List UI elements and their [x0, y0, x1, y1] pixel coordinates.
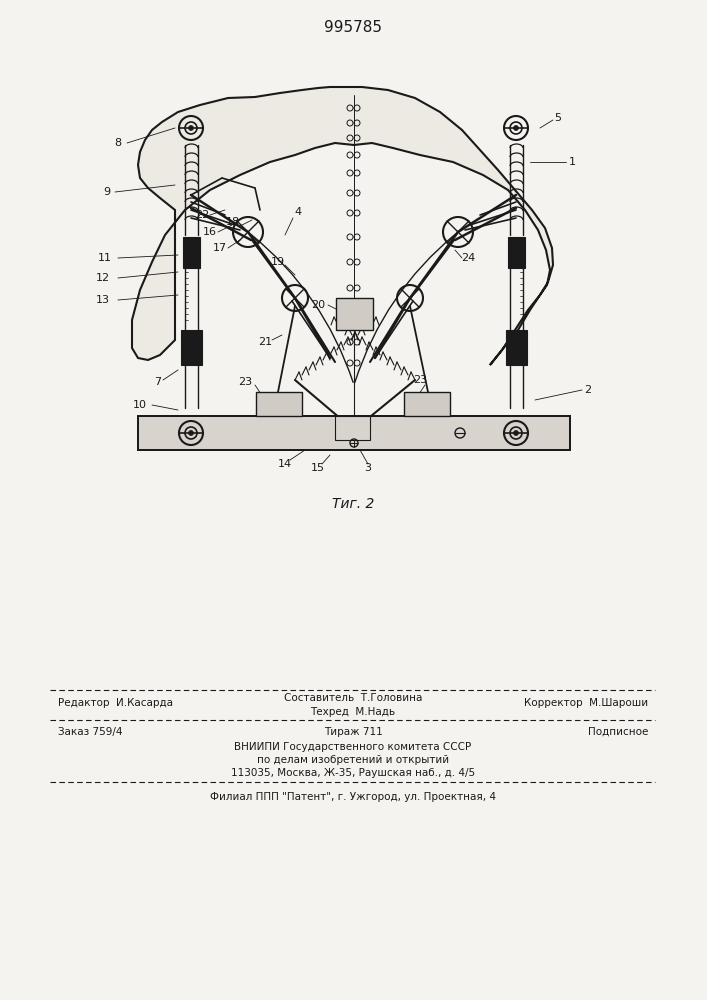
Text: 24: 24: [461, 253, 475, 263]
Polygon shape: [404, 392, 450, 416]
Text: Заказ 759/4: Заказ 759/4: [58, 727, 122, 737]
Polygon shape: [132, 87, 553, 365]
Text: по делам изобретений и открытий: по делам изобретений и открытий: [257, 755, 449, 765]
Text: 1: 1: [568, 157, 575, 167]
Polygon shape: [336, 298, 373, 330]
Text: 995785: 995785: [324, 20, 382, 35]
Text: 23: 23: [238, 377, 252, 387]
Text: 15: 15: [311, 463, 325, 473]
Text: Составитель  Т.Головина: Составитель Т.Головина: [284, 693, 422, 703]
Text: Техред  М.Надь: Техред М.Надь: [310, 707, 395, 717]
Text: Корректор  М.Шароши: Корректор М.Шароши: [524, 698, 648, 708]
Polygon shape: [506, 330, 527, 365]
Text: 4: 4: [294, 207, 302, 217]
Text: 113035, Москва, Ж-35, Раушская наб., д. 4/5: 113035, Москва, Ж-35, Раушская наб., д. …: [231, 768, 475, 778]
Text: 22: 22: [195, 210, 209, 220]
Text: 17: 17: [213, 243, 227, 253]
Text: 13: 13: [96, 295, 110, 305]
Text: Τиг. 2: Τиг. 2: [332, 497, 374, 511]
Text: 16: 16: [203, 227, 217, 237]
Text: 3: 3: [365, 463, 371, 473]
Text: 11: 11: [98, 253, 112, 263]
Text: 8: 8: [115, 138, 122, 148]
Text: 19: 19: [271, 257, 285, 267]
Text: Тираж 711: Тираж 711: [324, 727, 382, 737]
Polygon shape: [181, 330, 202, 365]
Polygon shape: [508, 237, 525, 268]
Text: 7: 7: [154, 377, 162, 387]
Polygon shape: [138, 416, 570, 450]
Text: 18: 18: [226, 217, 240, 227]
Circle shape: [189, 125, 194, 130]
Polygon shape: [183, 237, 200, 268]
Polygon shape: [335, 416, 370, 440]
Text: 5: 5: [554, 113, 561, 123]
Text: 14: 14: [278, 459, 292, 469]
Text: 21: 21: [258, 337, 272, 347]
Text: Редактор  И.Касарда: Редактор И.Касарда: [58, 698, 173, 708]
Text: 23: 23: [413, 375, 427, 385]
Circle shape: [513, 125, 518, 130]
Text: Филиал ППП "Патент", г. Ужгород, ул. Проектная, 4: Филиал ППП "Патент", г. Ужгород, ул. Про…: [210, 792, 496, 802]
Text: 12: 12: [96, 273, 110, 283]
Circle shape: [189, 430, 194, 436]
Text: 20: 20: [311, 300, 325, 310]
Circle shape: [513, 430, 518, 436]
Polygon shape: [256, 392, 302, 416]
Text: 2: 2: [585, 385, 592, 395]
Text: 9: 9: [103, 187, 110, 197]
Text: ВНИИПИ Государственного комитета СССР: ВНИИПИ Государственного комитета СССР: [235, 742, 472, 752]
Text: Подписное: Подписное: [588, 727, 648, 737]
Text: 10: 10: [133, 400, 147, 410]
